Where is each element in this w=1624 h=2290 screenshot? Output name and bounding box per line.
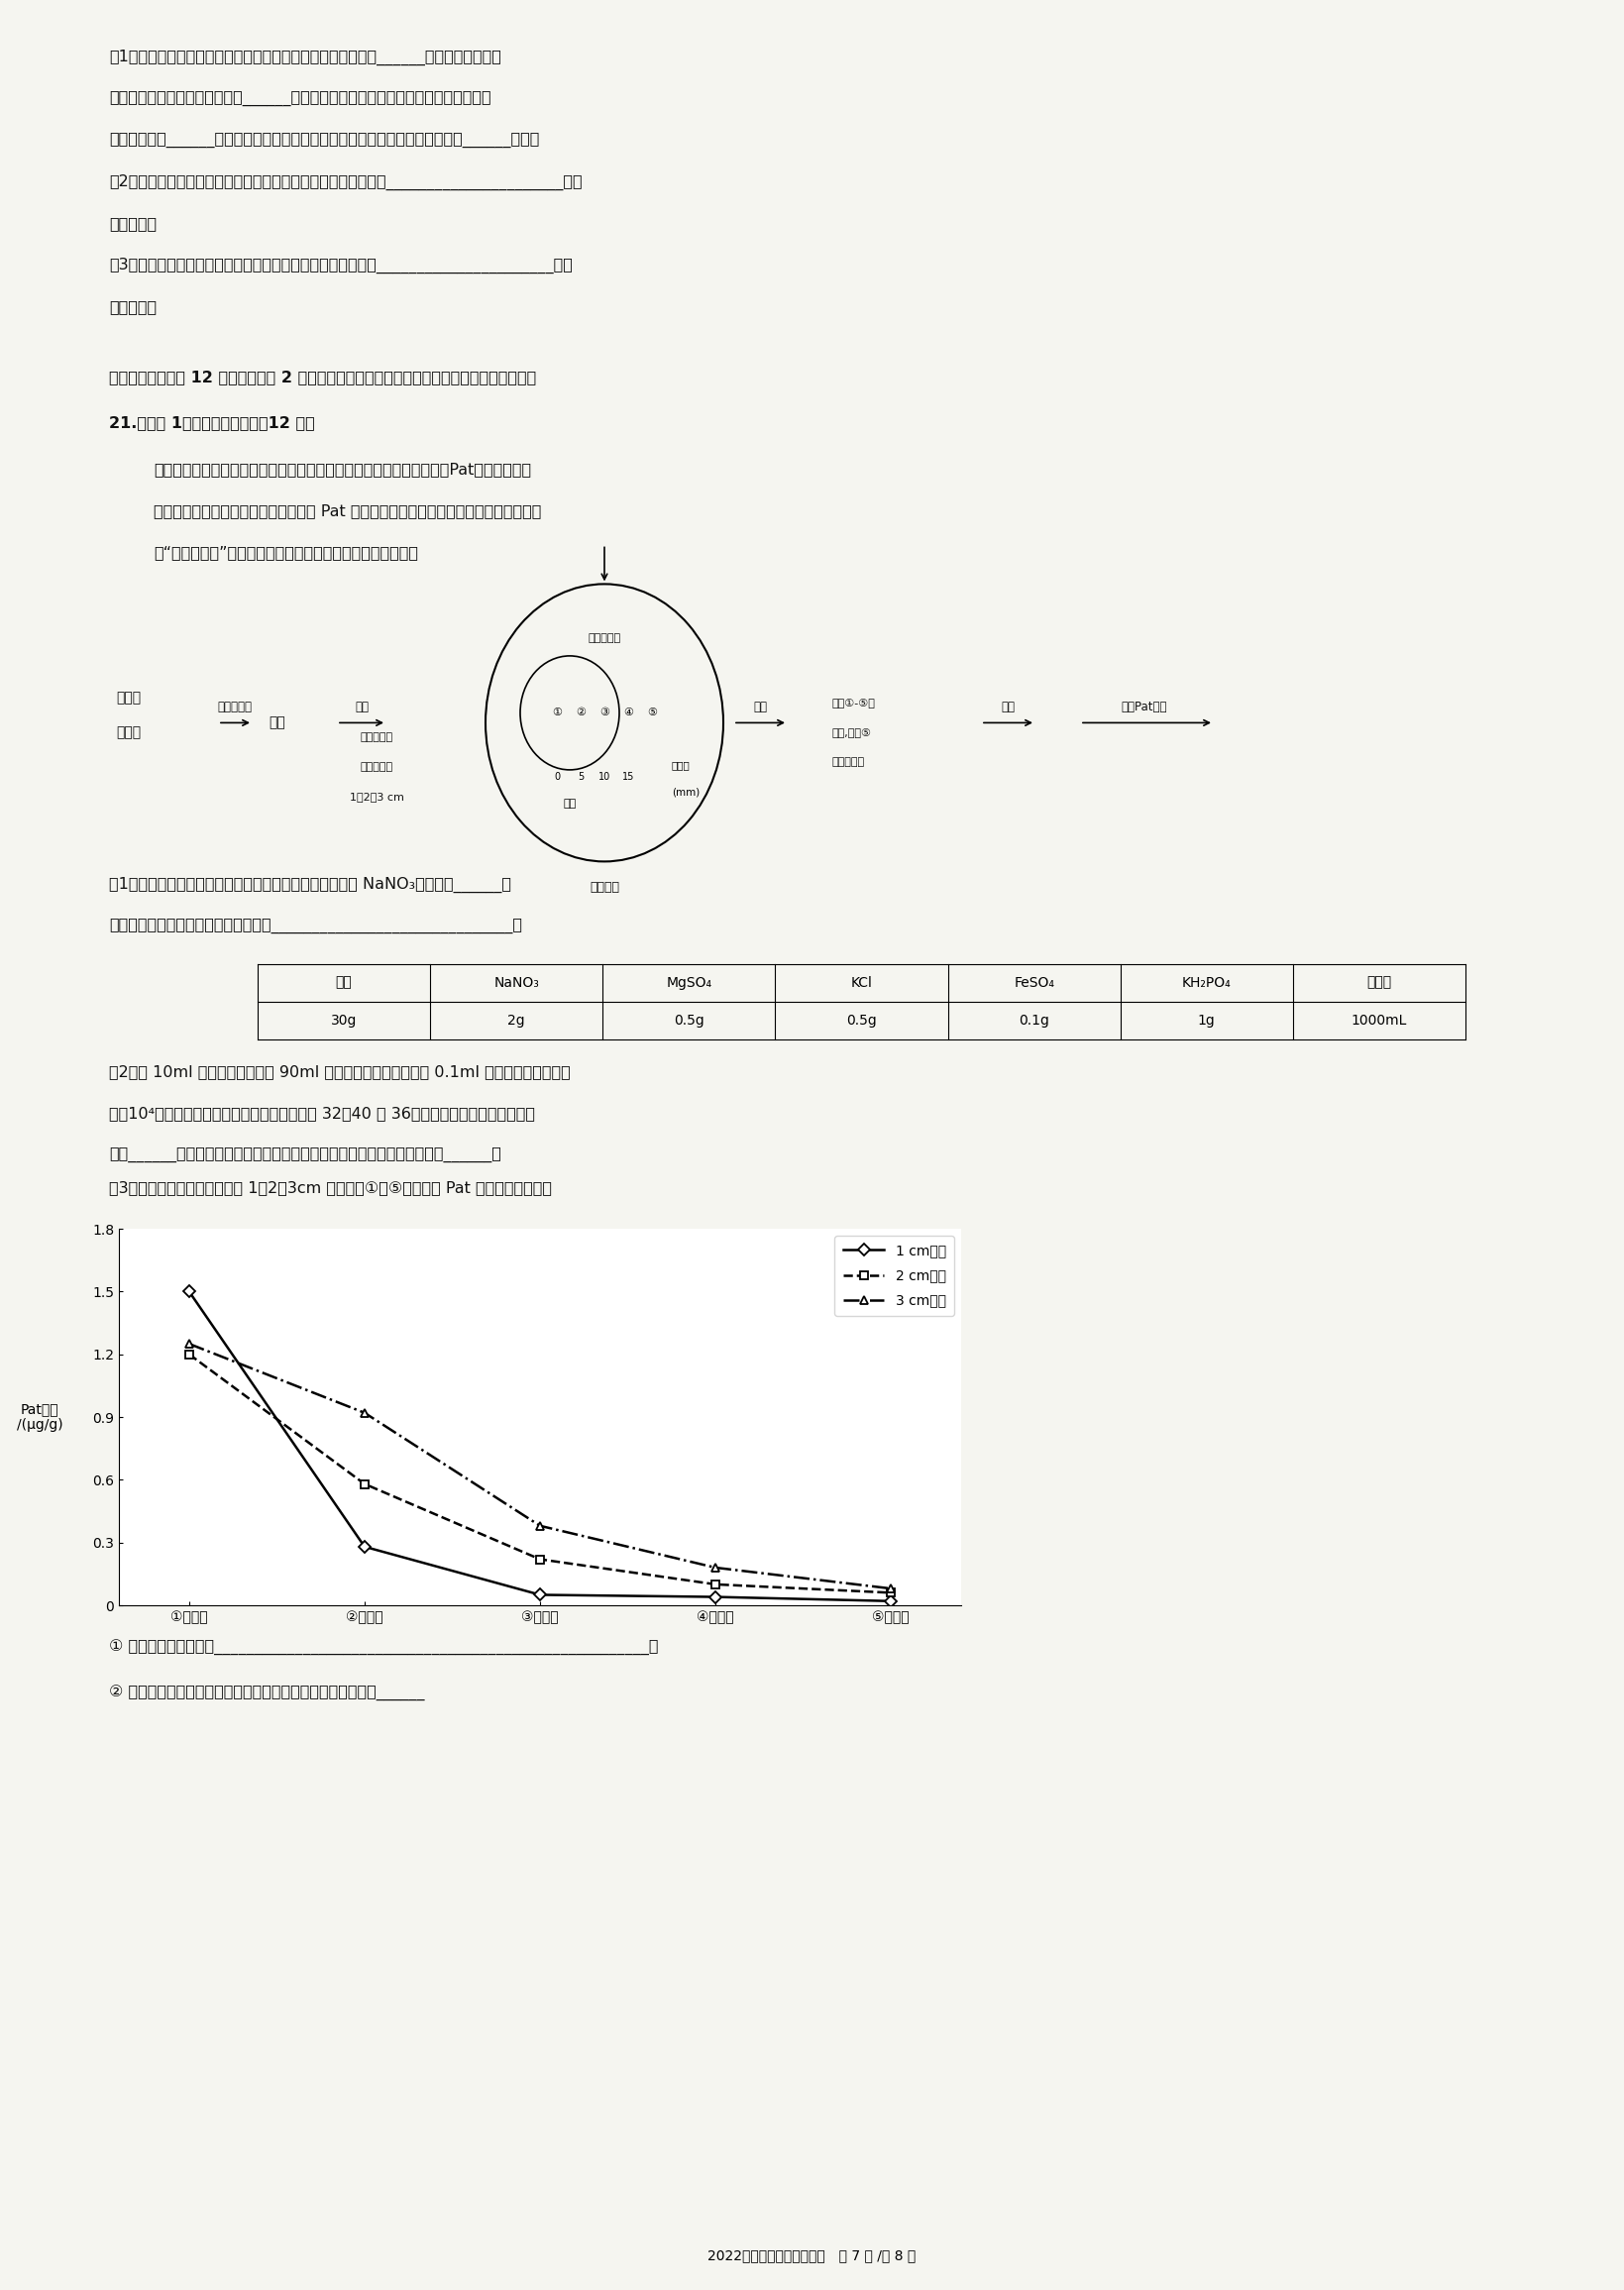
Text: 得到①-⑤个: 得到①-⑤个 [833, 698, 875, 708]
Text: 为剩余部分: 为剩余部分 [833, 758, 866, 767]
Text: 中“病健交界处”为腐烂部位（病斑）与未腐烂部位的交界处。: 中“病健交界处”为腐烂部位（病斑）与未腐烂部位的交界处。 [154, 545, 417, 559]
Text: 1000mL: 1000mL [1351, 1012, 1406, 1028]
2 cm病斑 [179, 1340, 198, 1367]
Text: 至平均病斑: 至平均病斑 [361, 733, 393, 742]
Text: 分离: 分离 [754, 701, 767, 714]
Text: （3）研究人员测定病斑直径为 1、2、3cm 的苹果中①～⑤号部位的 Pat 含量，结果如图。: （3）研究人员测定病斑直径为 1、2、3cm 的苹果中①～⑤号部位的 Pat 含… [109, 1182, 552, 1195]
Text: ⑤: ⑤ [646, 708, 658, 717]
Text: 培养: 培养 [354, 701, 369, 714]
Text: 病健交界处: 病健交界处 [588, 634, 620, 643]
2 cm病斑 [706, 1571, 726, 1598]
Y-axis label: Pat含量
/(μg/g): Pat含量 /(μg/g) [16, 1401, 63, 1431]
Text: KH₂PO₄: KH₂PO₄ [1182, 976, 1231, 989]
Text: （二）选考题：共 12 分。请考生从 2 道题中任选一题作答，如多做，则按所做的第一题计分。: （二）选考题：共 12 分。请考生从 2 道题中任选一题作答，如多做，则按所做的… [109, 371, 536, 385]
3 cm病斑 [179, 1330, 198, 1358]
Text: 出一点）。: 出一点）。 [109, 215, 156, 231]
Text: 1、2、3 cm: 1、2、3 cm [349, 792, 404, 802]
Text: 2022屆四校联考生物试题卷 第 7 页 /共 8 页: 2022屆四校联考生物试题卷 第 7 页 /共 8 页 [708, 2249, 916, 2263]
Text: 腐烂苹果: 腐烂苹果 [590, 882, 619, 893]
Text: 出两点）。: 出两点）。 [109, 300, 156, 314]
Text: FeSO₄: FeSO₄ [1013, 976, 1054, 989]
1 cm病斑 [531, 1580, 551, 1608]
3 cm病斑 [706, 1555, 726, 1582]
Line: 3 cm病斑: 3 cm病斑 [185, 1340, 895, 1592]
Text: 2g: 2g [508, 1012, 525, 1028]
Text: 量为______个。实验结果统计的菌落数往往比活菌的实际数目低，其原因是______。: 量为______个。实验结果统计的菌落数往往比活菌的实际数目低，其原因是____… [109, 1147, 502, 1163]
Text: （1）活化扩展青霨菌种使用的培养基成分如表所示，其中 NaNO₃的作用有______。: （1）活化扩展青霨菌种使用的培养基成分如表所示，其中 NaNO₃的作用有____… [109, 877, 512, 893]
3 cm病斑 [354, 1399, 374, 1427]
Legend: 1 cm病斑, 2 cm病斑, 3 cm病斑: 1 cm病斑, 2 cm病斑, 3 cm病斑 [835, 1237, 955, 1317]
Text: ②: ② [575, 708, 586, 717]
3 cm病斑 [882, 1576, 901, 1603]
Text: (mm): (mm) [672, 788, 700, 797]
Text: 活化、接种: 活化、接种 [218, 701, 252, 714]
Text: （2）取 10ml 活化的菌液，加入 90ml 无菌水进行梯度稀释，取 0.1ml 稀释液涂布于培养基: （2）取 10ml 活化的菌液，加入 90ml 无菌水进行梯度稀释，取 0.1m… [109, 1065, 570, 1079]
Text: （2）建立人工生态浮岛一段时间后，还需定期收割植被的目的有______________________（写: （2）建立人工生态浮岛一段时间后，还需定期收割植被的目的有___________… [109, 174, 583, 190]
Text: 1g: 1g [1199, 1012, 1215, 1028]
Text: 直径分别为: 直径分别为 [361, 763, 393, 772]
Text: 0: 0 [554, 772, 560, 783]
2 cm病斑 [882, 1580, 901, 1608]
Text: ①: ① [552, 708, 562, 717]
Text: ② 去除腐烂部位后的苹果是否建议食用？请结合图中信息分析______: ② 去除腐烂部位后的苹果是否建议食用？请结合图中信息分析______ [109, 1685, 424, 1701]
Text: 病斑: 病斑 [564, 799, 577, 808]
Text: 部分,其中⑤: 部分,其中⑤ [833, 728, 872, 737]
Line: 2 cm病斑: 2 cm病斑 [185, 1351, 895, 1596]
Text: NaNO₃: NaNO₃ [494, 976, 539, 989]
Text: 蒸馏水: 蒸馏水 [1367, 976, 1392, 989]
Text: 接种至苹果前用该培养基培养的目的是______________________________。: 接种至苹果前用该培养基培养的目的是_______________________… [109, 918, 523, 932]
1 cm病斑 [882, 1587, 901, 1614]
Text: 检测Pat含量: 检测Pat含量 [1122, 701, 1168, 714]
Text: （1）对该湖泊中动植物和微生物的数量和种类进行调查，属于______水平的研究。对湖: （1）对该湖泊中动植物和微生物的数量和种类进行调查，属于______水平的研究。… [109, 50, 502, 66]
1 cm病斑 [354, 1532, 374, 1559]
Text: 苹果: 苹果 [270, 717, 286, 731]
Text: 刻度尺: 刻度尺 [672, 760, 690, 769]
1 cm病斑 [179, 1278, 198, 1305]
Text: 霉菌种: 霉菌种 [117, 726, 141, 740]
Text: 扩展青霨是腐烂苹果中常见的微生物之一，其次级代谢产物棒曲霨素（Pat）是一种具有: 扩展青霨是腐烂苹果中常见的微生物之一，其次级代谢产物棒曲霨素（Pat）是一种具有 [154, 463, 531, 476]
Text: 研磨: 研磨 [1000, 701, 1015, 714]
Text: 0.5g: 0.5g [846, 1012, 877, 1028]
Text: MgSO₄: MgSO₄ [666, 976, 711, 989]
Text: 5: 5 [578, 772, 583, 783]
Text: 21.【选修 1：生物技术实践》（12 分）: 21.【选修 1：生物技术实践》（12 分） [109, 417, 315, 431]
Text: 30g: 30g [331, 1012, 357, 1028]
2 cm病斑 [531, 1546, 551, 1573]
Text: KCl: KCl [851, 976, 872, 989]
Line: 1 cm病斑: 1 cm病斑 [185, 1287, 895, 1605]
Text: 上。10⁴倍稀释对应的三个平板菌落数量分别为 32、40 和 36，每毫升菌液中扩展青霨的数: 上。10⁴倍稀释对应的三个平板菌落数量分别为 32、40 和 36，每毫升菌液中… [109, 1106, 534, 1120]
Text: ③: ③ [599, 708, 609, 717]
Text: 泊中草鱼种群密度的调查应采用______（方法）。湖泊近岸处和湖底处生物分布的差异: 泊中草鱼种群密度的调查应采用______（方法）。湖泊近岸处和湖底处生物分布的差… [109, 92, 490, 105]
3 cm病斑 [531, 1511, 551, 1539]
2 cm病斑 [354, 1470, 374, 1498]
1 cm病斑 [706, 1582, 726, 1610]
Text: ④: ④ [624, 708, 633, 717]
Text: 15: 15 [622, 772, 635, 783]
Text: 0.5g: 0.5g [674, 1012, 705, 1028]
Text: 致突变作用的毒素。为研究腐烂苹果中 Pat 的分布，研究人员进行了如图所示的实验，其: 致突变作用的毒素。为研究腐烂苹果中 Pat 的分布，研究人员进行了如图所示的实验… [154, 504, 541, 518]
Text: 体现了群落的______（空间结构）。人工生态浮岛的建立使得该水域群落发生了______演替。: 体现了群落的______（空间结构）。人工生态浮岛的建立使得该水域群落发生了__… [109, 133, 539, 149]
Text: 0.1g: 0.1g [1018, 1012, 1049, 1028]
Text: （3）建立人工生态浮岛选择和搜配植物时，需要考虑的因素有______________________（写: （3）建立人工生态浮岛选择和搜配植物时，需要考虑的因素有____________… [109, 259, 573, 275]
Text: 扩展青: 扩展青 [117, 692, 141, 705]
Text: 10: 10 [598, 772, 611, 783]
Text: ① 由图可知实验结论为______________________________________________________。: ① 由图可知实验结论为_____________________________… [109, 1640, 658, 1656]
Text: 蕼糖: 蕼糖 [336, 976, 352, 989]
